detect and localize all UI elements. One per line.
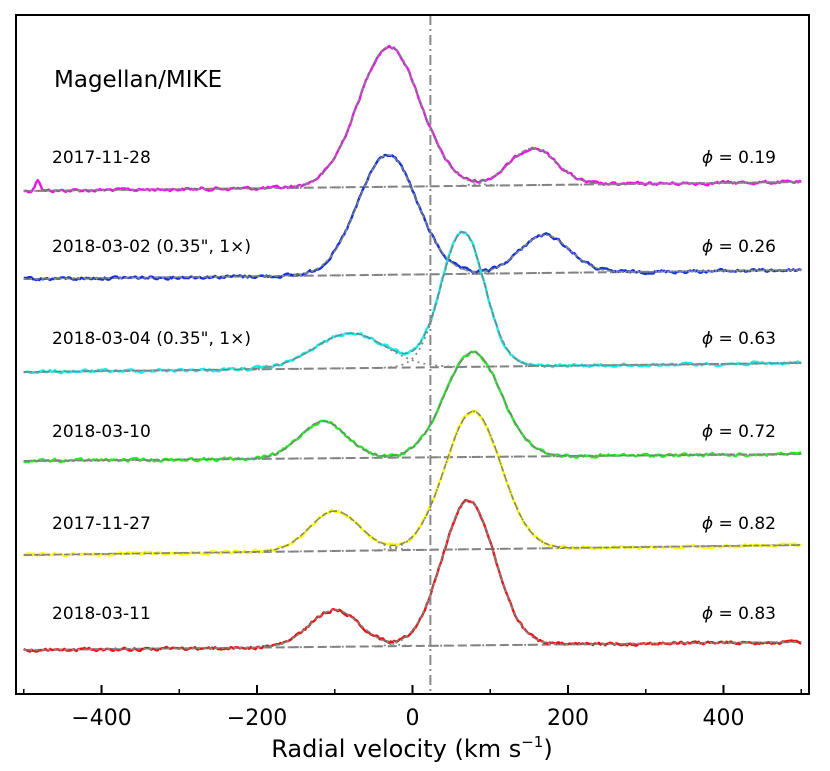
spectrum-line bbox=[23, 153, 802, 282]
x-axis-label: Radial velocity (km s−1) bbox=[271, 733, 552, 763]
series-date-label: 2017-11-27 bbox=[52, 514, 151, 534]
model-fit-line bbox=[23, 499, 802, 651]
x-tick-label: −400 bbox=[71, 706, 131, 731]
series-phase-label: ϕ = 0.19 bbox=[702, 148, 776, 168]
model-fit-line bbox=[23, 351, 802, 462]
series-phase-label: ϕ = 0.63 bbox=[702, 329, 776, 349]
component-fit-line bbox=[23, 351, 802, 462]
component-fit-line bbox=[23, 510, 802, 556]
series-phase-label: ϕ = 0.72 bbox=[702, 422, 776, 442]
x-tick-label: −200 bbox=[227, 706, 287, 731]
series-phase-label: ϕ = 0.26 bbox=[702, 237, 776, 257]
x-axis-ticks: −400 −200 0 200 400 bbox=[23, 685, 802, 731]
chart-title: Magellan/MIKE bbox=[54, 67, 222, 93]
x-tick-label: 0 bbox=[406, 706, 420, 731]
model-fit-line bbox=[23, 410, 802, 556]
plot-frame bbox=[15, 14, 810, 695]
spectrum-line bbox=[23, 350, 802, 464]
model-fit-line bbox=[23, 154, 802, 280]
x-tick-label: 200 bbox=[547, 706, 589, 731]
series-date-label: 2018-03-04 (0.35", 1×) bbox=[52, 329, 251, 349]
component-fit-line bbox=[23, 231, 802, 373]
x-tick-label: 400 bbox=[702, 706, 744, 731]
model-fit-line bbox=[23, 231, 802, 373]
component-fit-line bbox=[23, 45, 802, 192]
component-fit-line bbox=[23, 153, 802, 280]
plot-content bbox=[22, 44, 802, 653]
series-phase-label: ϕ = 0.82 bbox=[702, 514, 776, 534]
series-date-label: 2018-03-11 bbox=[52, 604, 151, 624]
series-date-label: 2018-03-02 (0.35", 1×) bbox=[52, 237, 251, 257]
series-labels: 2017-11-28 ϕ = 0.19 2018-03-02 (0.35", 1×)… bbox=[52, 148, 776, 624]
series-phase-label: ϕ = 0.83 bbox=[702, 604, 776, 624]
component-fit-line bbox=[23, 332, 802, 373]
series-date-label: 2018-03-10 bbox=[52, 422, 151, 442]
series-date-label: 2017-11-28 bbox=[52, 148, 151, 168]
